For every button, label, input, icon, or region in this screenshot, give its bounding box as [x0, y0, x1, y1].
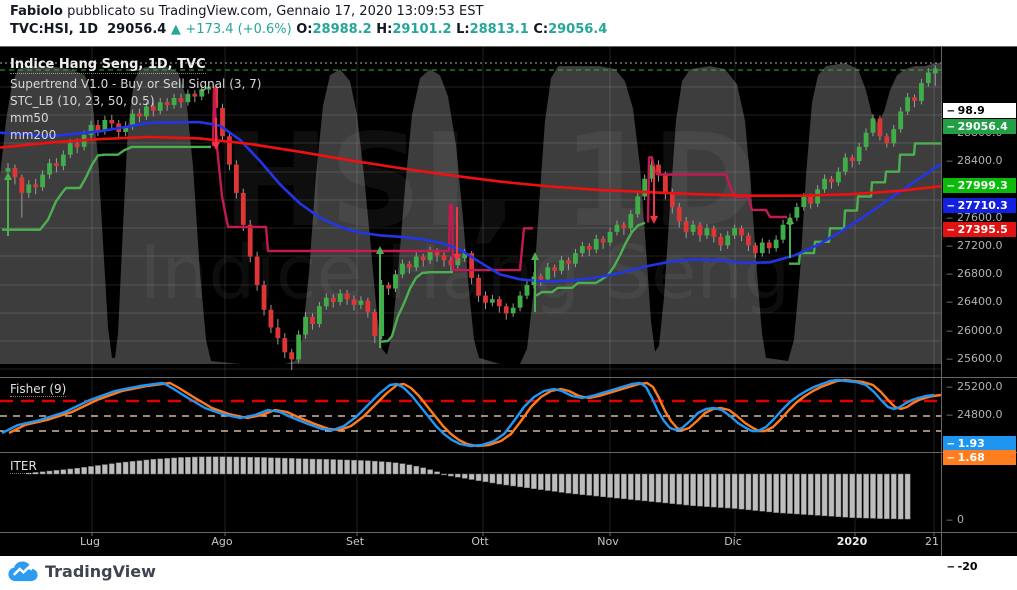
- buy-arrow-icon: [786, 216, 794, 224]
- fisher-value-label: 1.93: [943, 435, 1016, 451]
- buy-arrow-icon: [376, 246, 384, 254]
- time-axis-label: Dic: [724, 535, 742, 548]
- legend-symbol-title[interactable]: Indice Hang Seng, 1D, TVC: [10, 57, 206, 74]
- time-axis-label: 2020: [836, 535, 868, 548]
- supertrend-up-line: [379, 271, 453, 343]
- high-value: 29101.2: [392, 22, 452, 37]
- symbol-title: TVC:HSI, 1D: [10, 22, 99, 37]
- signal-arrows: [4, 118, 794, 348]
- supertrend-up-line: [535, 221, 646, 297]
- supertrend-up-line: [789, 142, 941, 265]
- stc-value-label: 98.9: [943, 102, 1016, 118]
- price-axis-tick: 25600.0: [946, 352, 1016, 366]
- open-label: O:: [296, 22, 313, 37]
- time-axis-label: 21: [925, 535, 939, 548]
- price-axis-tick: 26800.0: [946, 267, 1016, 281]
- time-axis-label: Ago: [211, 535, 233, 548]
- legend-mm50[interactable]: mm50: [10, 111, 49, 125]
- legend-stc[interactable]: STC_LB (10, 23, 50, 0.5): [10, 94, 155, 108]
- close-label: C:: [533, 22, 549, 37]
- mm200-value-label: 27395.5: [943, 221, 1016, 237]
- name-watermark: Indice Hang Seng: [140, 230, 791, 316]
- gridlines: [0, 46, 941, 532]
- iter-zero-tick: 0: [946, 513, 1016, 527]
- price-axis-tick: 26000.0: [946, 324, 1016, 338]
- low-value: 28813.1: [469, 22, 529, 37]
- stc-area: [0, 63, 941, 364]
- iter-histogram: [25, 456, 911, 520]
- high-label: H:: [376, 22, 393, 37]
- time-axis-label: Set: [345, 535, 365, 548]
- last-price-label: 29056.4: [943, 118, 1016, 134]
- price-axis-tick: 25200.0: [946, 380, 1016, 394]
- fisher-pane-title[interactable]: Fisher (9): [10, 382, 67, 397]
- low-label: L:: [456, 22, 470, 37]
- published-text: pubblicato su TradingView.com, Gennaio 1…: [62, 4, 484, 19]
- tradingview-brand-link[interactable]: TradingView: [8, 561, 156, 582]
- change-value: +173.4 (+0.6%): [185, 22, 292, 37]
- sell-arrow-icon: [212, 142, 220, 150]
- price-axis-tick: 26400.0: [946, 295, 1016, 309]
- change-arrow-icon: ▲: [170, 22, 181, 37]
- username: Fabiolo: [10, 4, 63, 19]
- price-axis-tick: 28400.0: [946, 154, 1016, 168]
- pane-separators: [0, 46, 1017, 556]
- price-axis-tick: 27200.0: [946, 239, 1016, 253]
- open-value: 28988.2: [312, 22, 372, 37]
- iter-pane-title[interactable]: ITER: [10, 459, 37, 474]
- fisher-line: [1, 378, 935, 448]
- tradingview-logo-icon: [8, 561, 38, 582]
- buy-arrow-icon: [531, 252, 539, 260]
- snapshot-footer: TradingView: [0, 556, 1017, 590]
- sell-arrow-icon: [650, 216, 658, 224]
- trigger-value-label: 1.68: [943, 449, 1016, 465]
- main-legend: Indice Hang Seng, 1D, TVC Supertrend V1.…: [10, 53, 261, 142]
- time-axis-label: Ott: [471, 535, 489, 548]
- sell-arrow-icon: [453, 254, 461, 262]
- symbol-line: TVC:HSI, 1D 29056.4 ▲ +173.4 (+0.6%) O:2…: [10, 22, 607, 37]
- chart-area[interactable]: HSI, 1D Indice Hang Seng Indice Hang Seng…: [0, 46, 1017, 574]
- supertrend-down-line: [646, 156, 787, 223]
- time-axis-label: Lug: [80, 535, 100, 548]
- buy-arrow-icon: [4, 172, 12, 180]
- supertrend-down-line: [211, 86, 533, 272]
- legend-supertrend[interactable]: Supertrend V1.0 - Buy or Sell Signal (3,…: [10, 77, 262, 91]
- supertrend-label: 27999.3: [943, 177, 1016, 193]
- legend-mm200[interactable]: mm200: [10, 128, 57, 142]
- mm50-value-label: 27710.3: [943, 197, 1016, 213]
- snapshot-header: Fabiolo pubblicato su TradingView.com, G…: [0, 0, 1017, 46]
- published-line: Fabiolo pubblicato su TradingView.com, G…: [10, 4, 483, 19]
- last-price-header: 29056.4: [107, 22, 167, 37]
- iter-current-label: -20: [943, 558, 1016, 574]
- mm200-line: [0, 135, 941, 197]
- tradingview-brand-text: TradingView: [45, 562, 156, 581]
- close-value: 29056.4: [548, 22, 608, 37]
- time-axis-label: Nov: [597, 535, 619, 548]
- supertrend-up-line: [2, 145, 211, 231]
- price-axis-tick: 24800.0: [946, 408, 1016, 422]
- fisher-trigger-line: [8, 378, 941, 448]
